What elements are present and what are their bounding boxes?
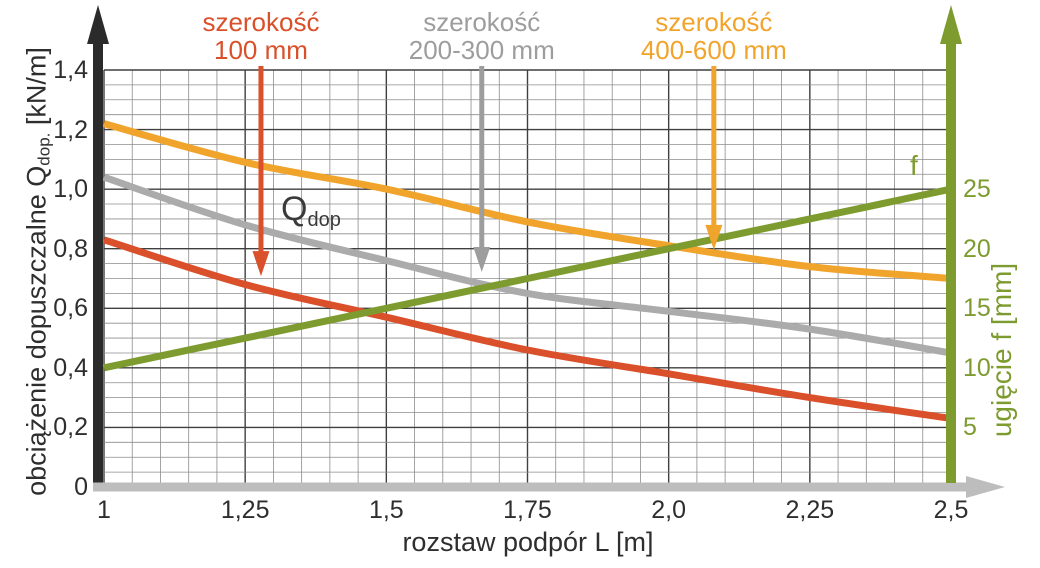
y-right-axis-arrowhead <box>940 5 962 44</box>
series-line-ugiecie-f <box>103 185 952 372</box>
series-line-szeroko-400-600-mm <box>103 120 952 282</box>
y-left-axis-arrowhead <box>87 5 109 44</box>
series-line-szeroko-100-mm <box>102 236 952 422</box>
annotation-arrowhead-200-300-mm <box>473 246 491 272</box>
x-axis-arrowhead <box>966 476 1005 498</box>
annotation-arrowhead-100-mm <box>252 251 270 277</box>
series-line-szeroko-200-300-mm <box>102 173 952 357</box>
annotation-arrowhead-400-600-mm <box>705 224 723 250</box>
